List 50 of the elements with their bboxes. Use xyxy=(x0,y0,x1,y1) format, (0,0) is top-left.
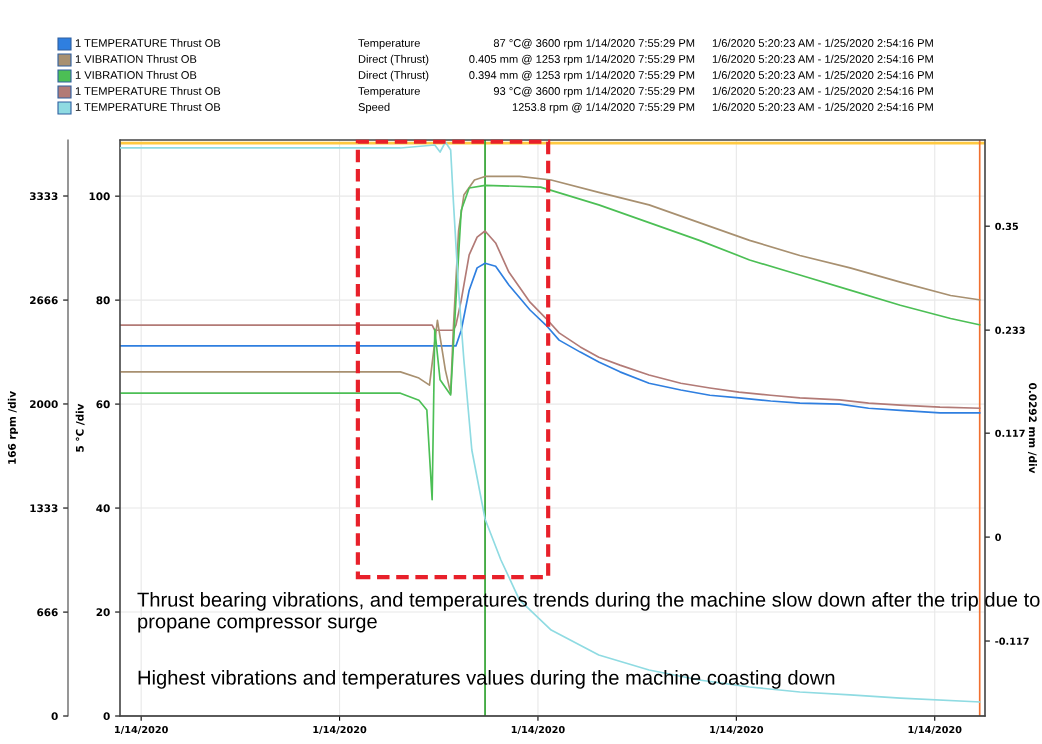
line-series xyxy=(120,175,981,395)
y-tick-label: 20 xyxy=(96,608,110,617)
y-tick-label: 40 xyxy=(96,504,110,513)
line-series xyxy=(120,230,981,410)
legend-label: 1 VIBRATION Thrust OB xyxy=(75,70,197,79)
y-tick-label: 80 xyxy=(96,296,110,305)
line-series xyxy=(120,184,981,501)
y3-tick-label: 1333 xyxy=(30,504,58,513)
y3-axis-title: 166 rpm /div xyxy=(7,391,18,464)
y3-tick-label: 0 xyxy=(51,712,58,721)
y-tick-label: 60 xyxy=(96,400,110,409)
text: Temperature xyxy=(358,39,420,50)
y2-tick-label: 0.117 xyxy=(995,429,1025,437)
legend-label: 1 TEMPERATURE Thrust OB xyxy=(75,38,221,47)
y-tick-label: 0 xyxy=(103,712,110,721)
y3-tick-label: 2666 xyxy=(30,296,58,305)
y3-tick-label: 666 xyxy=(37,608,58,617)
legend-label: 1 TEMPERATURE Thrust OB xyxy=(75,102,221,111)
y-tick-label: 100 xyxy=(89,192,110,201)
y2-tick-label: 0 xyxy=(995,533,1002,541)
text: 0.394 mm @ 1253 rpm 1/14/2020 7:55:29 PM xyxy=(469,70,695,82)
text: Direct (Thrust) xyxy=(358,54,429,66)
x-tick-label: 1/14/2020 xyxy=(313,725,367,735)
x-tick-label: 1/14/2020 xyxy=(908,725,962,735)
line-series xyxy=(120,262,981,414)
y2-tick-label: 0.35 xyxy=(995,222,1019,230)
text: 1/6/2020 5:20:23 AM - 1/25/2020 2:54:16 PM xyxy=(712,54,933,63)
line-series xyxy=(120,141,981,703)
text: 1/6/2020 5:20:23 AM - 1/25/2020 2:54:16 PM xyxy=(712,38,933,47)
text: 0.405 mm @ 1253 rpm 1/14/2020 7:55:29 PM xyxy=(469,54,695,66)
text: 1/6/2020 5:20:23 AM - 1/25/2020 2:54:16 PM xyxy=(712,70,933,79)
x-tick-label: 1/14/2020 xyxy=(710,725,764,735)
text: Direct (Thrust) xyxy=(358,70,429,82)
y-axis-title: 5 °C /div xyxy=(75,403,85,452)
text: 87 °C@ 3600 rpm 1/14/2020 7:55:29 PM xyxy=(493,38,695,50)
text: 93 °C@ 3600 rpm 1/14/2020 7:55:29 PM xyxy=(493,86,695,98)
x-tick-label: 1/14/2020 xyxy=(511,725,565,735)
text: 1/6/2020 5:20:23 AM - 1/25/2020 2:54:16 PM xyxy=(712,86,933,95)
text: Temperature xyxy=(358,87,420,98)
text: 1/6/2020 5:20:23 AM - 1/25/2020 2:54:16 PM xyxy=(712,102,933,111)
y2-axis-title: 0.0292 mm /div xyxy=(1028,383,1037,474)
text: Speed xyxy=(358,102,390,114)
y3-tick-label: 2000 xyxy=(30,400,58,409)
text: 1253.8 rpm @ 1/14/2020 7:55:29 PM xyxy=(512,102,695,114)
legend-label: 1 TEMPERATURE Thrust OB xyxy=(75,86,221,95)
x-tick-label: 1/14/2020 xyxy=(115,725,168,735)
y3-tick-label: 3333 xyxy=(29,192,58,201)
y2-tick-label: -0.117 xyxy=(995,637,1029,645)
y2-tick-label: 0.233 xyxy=(995,326,1025,334)
legend-label: 1 VIBRATION Thrust OB xyxy=(75,54,197,63)
